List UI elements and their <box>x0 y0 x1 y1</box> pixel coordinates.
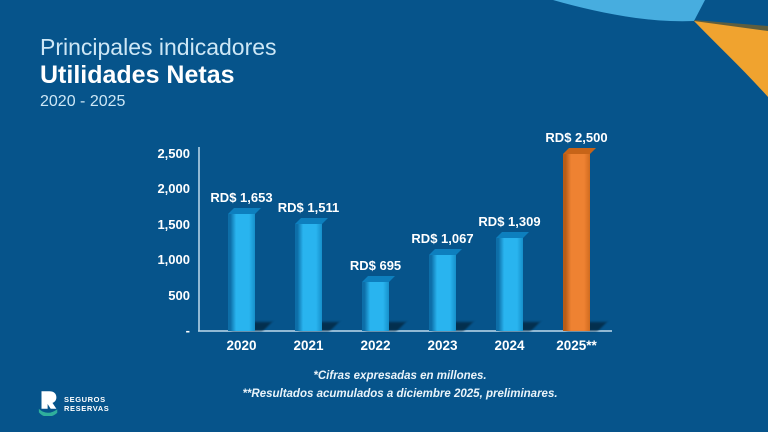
x-axis-category-label: 2020 <box>226 338 257 353</box>
bar-top-face <box>295 218 328 225</box>
bar-value-label: RD$ 1,067 <box>411 231 474 247</box>
bar-value-label: RD$ 695 <box>349 257 402 273</box>
bar <box>295 224 322 331</box>
title-block: Principales indicadores Utilidades Netas… <box>40 34 277 111</box>
date-range: 2020 - 2025 <box>40 93 126 110</box>
logo-line2: RESERVAS <box>64 403 110 413</box>
logo-line1: SEGUROS <box>64 394 106 404</box>
x-axis-category-label: 2024 <box>494 338 525 353</box>
logo-swoosh-icon <box>38 408 58 416</box>
y-tick-label: 1,000 <box>157 252 190 268</box>
bar-top-face <box>228 207 261 214</box>
y-tick-label: 2,000 <box>157 181 190 197</box>
page-subtitle-bold: Utilidades Netas <box>40 61 235 89</box>
x-axis-line <box>198 330 612 332</box>
y-tick-label: 500 <box>168 287 190 303</box>
bar-value-label: RD$ 1,511 <box>277 200 340 216</box>
x-axis-category-label: 2023 <box>427 338 458 353</box>
x-axis-category-label: 2021 <box>293 338 324 353</box>
y-axis-line <box>198 147 200 331</box>
footnote-preliminary: **Resultados acumulados a diciembre 2025… <box>242 388 558 400</box>
bar <box>563 154 590 331</box>
x-axis-category-label: 2025** <box>556 338 597 353</box>
page-title: Principales indicadores <box>40 34 277 60</box>
bar <box>362 281 389 331</box>
reservas-logo-icon <box>38 391 58 416</box>
seguros-reservas-logo: SEGUROS RESERVAS <box>38 391 109 416</box>
bar-top-face <box>362 275 395 282</box>
bar-value-label: RD$ 1,653 <box>210 189 273 205</box>
bar-top-face <box>496 232 529 239</box>
x-axis-category-label: 2022 <box>360 338 391 353</box>
footnote-millions: *Cifras expresadas en millones. <box>313 370 487 382</box>
bar <box>496 238 523 331</box>
bar-top-face <box>429 249 462 256</box>
bar-value-label: RD$ 2,500 <box>545 130 608 145</box>
bar <box>429 255 456 331</box>
bar <box>228 213 255 331</box>
footnotes: *Cifras expresadas en millones. **Result… <box>150 367 650 403</box>
bar-value-label: RD$ 1,309 <box>478 214 541 230</box>
y-tick-label: - <box>185 323 190 338</box>
y-tick-label: 2,500 <box>157 146 190 161</box>
y-tick-label: 1,500 <box>157 216 190 232</box>
logo-text: SEGUROS RESERVAS <box>64 395 109 413</box>
bar-top-face <box>563 148 596 154</box>
